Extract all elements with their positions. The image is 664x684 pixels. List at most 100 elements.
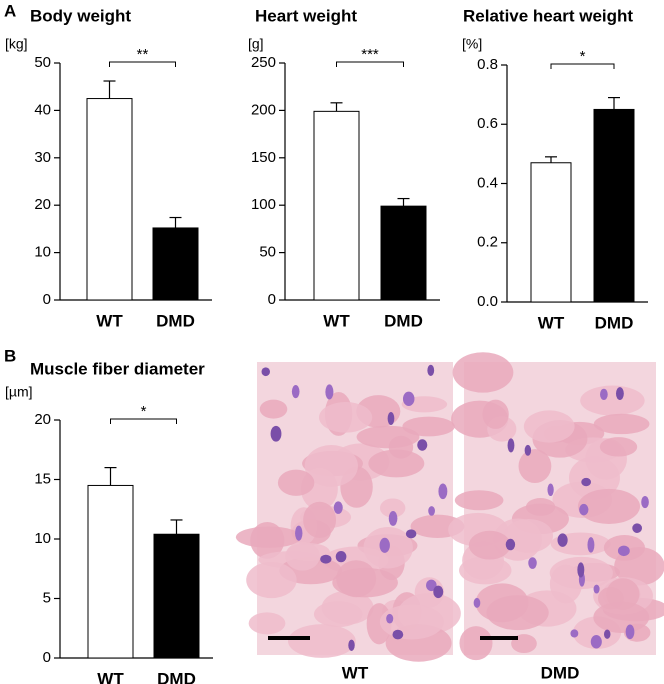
panel-label: B xyxy=(4,346,16,365)
nucleus xyxy=(604,629,611,639)
bar xyxy=(593,108,635,303)
nucleus xyxy=(625,624,635,640)
fiber xyxy=(248,612,286,635)
fiber xyxy=(277,469,315,496)
x-tick-label: DMD xyxy=(384,311,423,330)
nucleus xyxy=(593,584,600,594)
y-tick-label: 40 xyxy=(34,101,51,118)
x-tick-label: DMD xyxy=(157,669,196,684)
y-tick-label: 0 xyxy=(268,291,276,308)
nucleus xyxy=(348,639,355,651)
y-tick-label: 10 xyxy=(34,244,51,261)
nucleus xyxy=(579,503,589,516)
bar xyxy=(380,205,427,301)
axis-unit: [%] xyxy=(462,36,482,52)
y-tick-label: 0 xyxy=(43,291,51,308)
nucleus xyxy=(320,554,332,564)
nucleus xyxy=(392,629,404,640)
nucleus xyxy=(524,444,532,456)
fiber xyxy=(287,624,356,658)
x-tick-label: WT xyxy=(97,669,124,684)
fiber xyxy=(356,425,420,449)
y-tick-label: 0.6 xyxy=(477,115,498,132)
x-tick-label: DMD xyxy=(595,313,634,332)
y-tick-label: 0.8 xyxy=(477,56,498,73)
nucleus xyxy=(590,635,602,649)
bar xyxy=(153,533,200,659)
nucleus xyxy=(417,439,428,451)
chart-title: Heart weight xyxy=(255,6,357,25)
nucleus xyxy=(405,529,417,539)
nucleus xyxy=(270,425,282,442)
histology xyxy=(235,352,664,662)
bar xyxy=(87,484,134,659)
x-tick-label: WT xyxy=(96,311,123,330)
y-tick-label: 0.4 xyxy=(477,174,498,191)
y-tick-label: 100 xyxy=(251,196,276,213)
nucleus xyxy=(600,388,608,400)
fiber xyxy=(259,399,288,419)
nucleus xyxy=(388,510,398,526)
axis-unit: [kg] xyxy=(5,36,28,52)
nucleus xyxy=(427,364,435,376)
significance-bracket xyxy=(550,63,615,69)
y-tick-label: 20 xyxy=(34,411,51,428)
fiber xyxy=(503,518,554,553)
nucleus xyxy=(295,525,303,541)
fiber xyxy=(379,498,406,518)
fiber xyxy=(482,399,509,429)
x-tick-label: DMD xyxy=(156,311,195,330)
fiber xyxy=(549,564,583,604)
bar xyxy=(86,98,133,301)
y-tick-label: 5 xyxy=(43,589,51,606)
nucleus xyxy=(617,545,630,557)
nucleus xyxy=(325,384,334,400)
nucleus xyxy=(615,387,624,401)
fiber xyxy=(523,410,575,443)
nucleus xyxy=(386,613,394,624)
fiber xyxy=(303,501,337,539)
bar xyxy=(152,227,199,301)
nucleus xyxy=(291,385,300,399)
y-tick-label: 250 xyxy=(251,54,276,71)
y-tick-label: 30 xyxy=(34,149,51,166)
y-tick-label: 200 xyxy=(251,101,276,118)
significance-bracket xyxy=(109,61,176,67)
nucleus xyxy=(379,537,390,553)
fiber xyxy=(593,413,650,435)
y-tick-label: 50 xyxy=(34,54,51,71)
significance-bracket xyxy=(110,418,177,424)
significance-label: ** xyxy=(137,46,149,63)
nucleus xyxy=(433,585,444,599)
fiber xyxy=(580,385,645,416)
panel-label: A xyxy=(4,1,16,20)
y-tick-label: 15 xyxy=(34,470,51,487)
x-tick-label: WT xyxy=(323,311,350,330)
y-tick-label: 20 xyxy=(34,196,51,213)
nucleus xyxy=(577,562,585,578)
fiber xyxy=(454,490,504,511)
fiber xyxy=(599,437,638,457)
significance-label: * xyxy=(580,48,586,65)
fiber xyxy=(402,416,455,437)
fiber xyxy=(459,626,493,661)
nucleus xyxy=(587,537,595,553)
nucleus xyxy=(581,477,592,487)
fiber xyxy=(452,352,514,393)
fiber xyxy=(475,583,529,623)
nucleus xyxy=(632,523,643,533)
nucleus xyxy=(387,412,395,426)
fiber xyxy=(468,530,511,560)
fiber xyxy=(459,556,512,585)
fiber xyxy=(518,449,552,484)
nucleus xyxy=(507,438,515,453)
fiber xyxy=(593,601,650,633)
chart-title: Body weight xyxy=(30,6,131,25)
y-tick-label: 10 xyxy=(34,530,51,547)
fiber xyxy=(246,561,297,599)
nucleus xyxy=(402,391,415,407)
x-tick-label: WT xyxy=(538,313,565,332)
nucleus xyxy=(547,483,554,497)
